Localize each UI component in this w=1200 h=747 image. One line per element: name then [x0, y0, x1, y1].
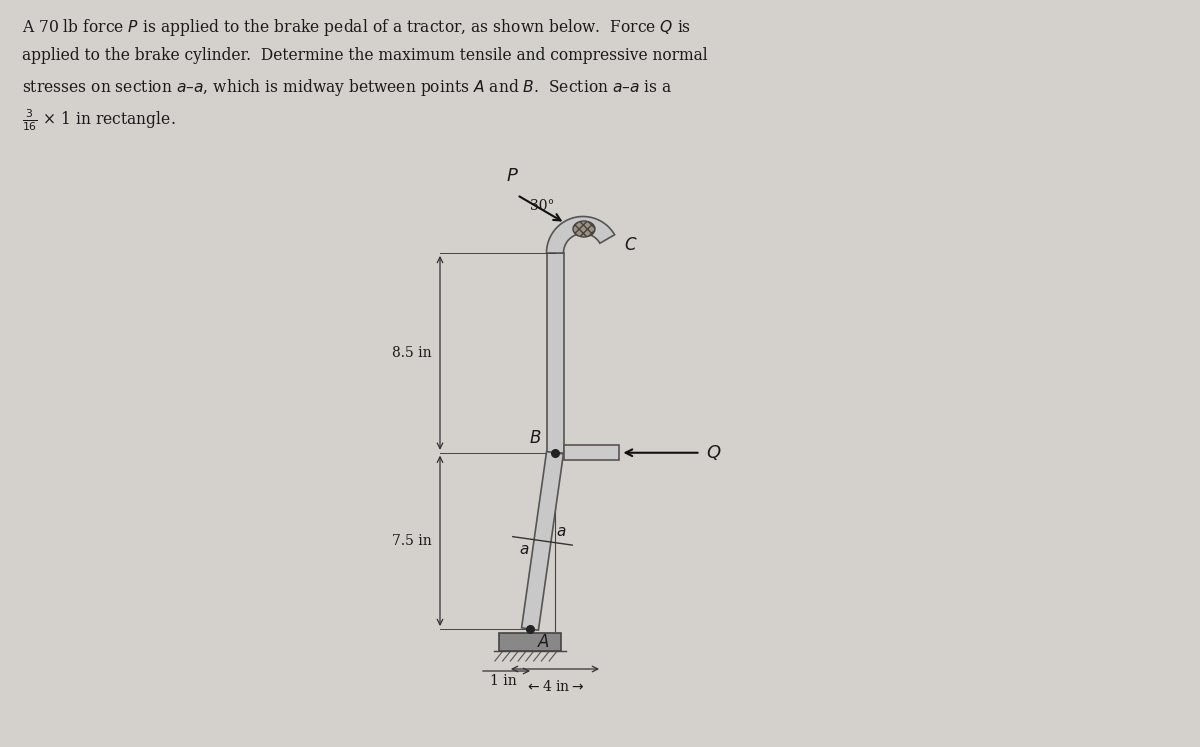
- Text: 7.5 in: 7.5 in: [392, 534, 432, 548]
- Text: $A$: $A$: [538, 634, 550, 651]
- Text: $\frac{3}{16}$ × 1 in rectangle.: $\frac{3}{16}$ × 1 in rectangle.: [22, 107, 175, 133]
- Text: $C$: $C$: [624, 237, 637, 253]
- Polygon shape: [546, 217, 614, 253]
- Bar: [564, 445, 618, 460]
- Text: $\leftarrow$4 in$\rightarrow$: $\leftarrow$4 in$\rightarrow$: [526, 679, 584, 694]
- Text: 30°: 30°: [530, 199, 554, 213]
- Text: $B$: $B$: [529, 430, 541, 447]
- Text: $a$: $a$: [518, 542, 529, 557]
- Text: $P$: $P$: [505, 167, 518, 185]
- Text: 1 in: 1 in: [490, 674, 516, 688]
- Text: applied to the brake cylinder.  Determine the maximum tensile and compressive no: applied to the brake cylinder. Determine…: [22, 47, 708, 64]
- Bar: [499, 633, 562, 651]
- Polygon shape: [546, 253, 564, 453]
- Ellipse shape: [574, 221, 595, 237]
- Text: $a$: $a$: [556, 525, 566, 539]
- Text: 8.5 in: 8.5 in: [392, 346, 432, 360]
- Text: stresses on section $a$–$a$, which is midway between points $A$ and $B$.  Sectio: stresses on section $a$–$a$, which is mi…: [22, 77, 672, 98]
- Text: $Q$: $Q$: [707, 443, 722, 462]
- Text: A 70 lb force $P$ is applied to the brake pedal of a tractor, as shown below.  F: A 70 lb force $P$ is applied to the brak…: [22, 17, 691, 38]
- Polygon shape: [522, 451, 564, 630]
